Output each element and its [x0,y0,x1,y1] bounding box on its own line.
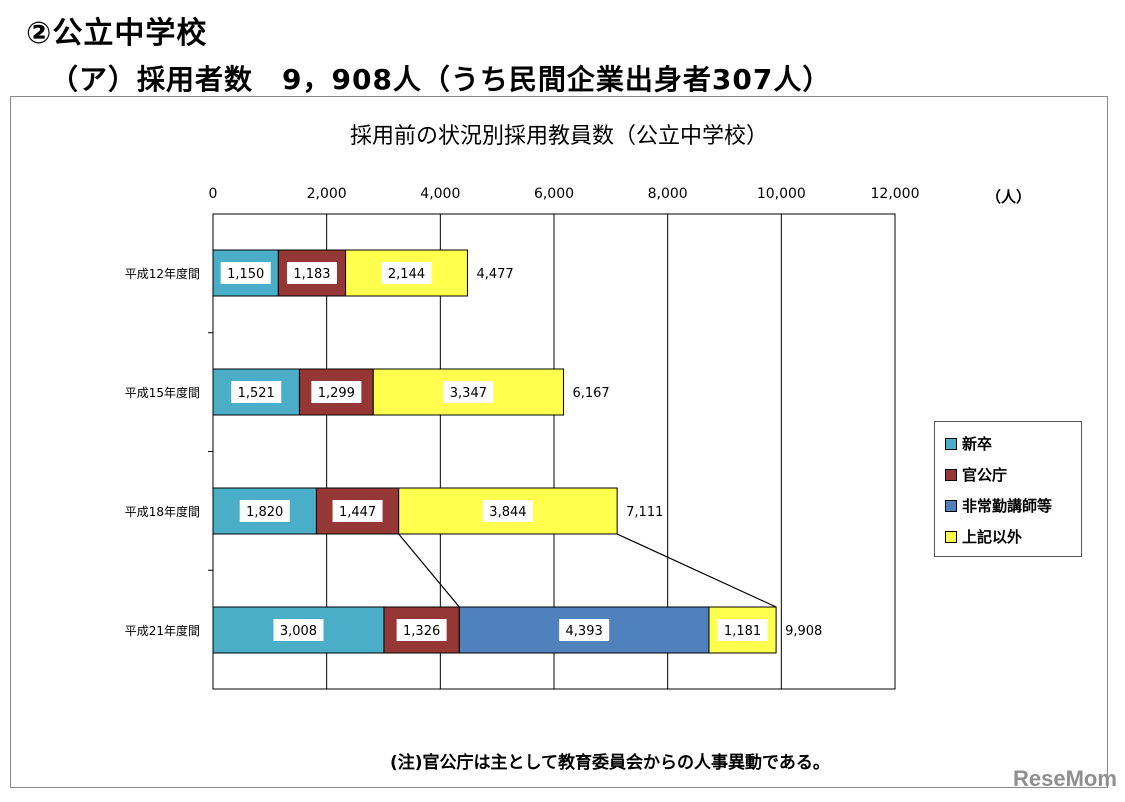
axis-unit-label: （人） [986,188,1032,206]
data-label-box [482,500,533,522]
data-label-box [559,619,610,641]
data-label: 1,447 [339,505,376,520]
data-label-box [286,262,337,284]
x-axis-ticks: 0 2,000 4,000 6,000 8,000 10,000 12,000 [209,186,920,202]
x-tick-label: 4,000 [420,186,460,202]
legend-label: 上記以外 [962,528,1023,546]
legend-label: 官公庁 [962,466,1008,484]
data-label-box [273,619,324,641]
legend-item: 非常勤講師等 [935,490,1081,521]
data-label: 1,326 [403,624,440,639]
section-title: ②公立中学校 [26,16,208,51]
chart-title: 採用前の状況別採用教員数（公立中学校） [349,124,768,149]
data-label: 3,844 [489,505,526,520]
data-label-box [332,500,383,522]
data-label: 1,521 [238,386,275,401]
data-label: 1,299 [318,386,355,401]
data-label: 1,181 [724,624,761,639]
data-label-box [311,381,362,403]
legend-swatch [945,499,957,512]
x-tick-label: 0 [209,186,218,202]
data-label: 3,008 [280,624,317,639]
data-label: 4,393 [566,624,603,639]
data-label-box [443,381,494,403]
footnote: (注)官公庁は主として教育委員会からの人事異動である。 [390,753,830,773]
series-connector-line [616,533,777,608]
connector-lines [398,533,777,608]
watermark-logo: ReseMom [1013,766,1117,791]
legend-item: 官公庁 [935,459,1081,490]
data-label: 1,820 [246,505,283,520]
data-labels: 1,150 1,183 2,144 4,477 1,521 1,299 3,347 6,167… [220,262,822,641]
data-label: 1,150 [227,267,264,282]
data-label-box [381,262,432,284]
category-label: 平成12年度間 [125,266,200,281]
data-label: 1,183 [293,267,330,282]
legend: 新卒 官公庁 非常勤講師等 上記以外 [934,421,1082,557]
data-label-box [239,500,290,522]
data-label: 2,144 [388,267,425,282]
category-label: 平成15年度間 [125,385,200,400]
data-label-box [717,619,768,641]
legend-label: 新卒 [962,435,993,453]
x-tick-label: 12,000 [871,186,920,202]
total-label: 7,111 [626,505,663,520]
x-tick-label: 8,000 [648,186,688,202]
legend-swatch [945,468,957,481]
total-label: 4,477 [476,267,513,282]
legend-item: 新卒 [935,428,1081,459]
page-subtitle: （ア）採用者数 9，908人（うち民間企業出身者307人） [50,63,832,96]
legend-swatch [945,530,957,543]
data-label-box [396,619,447,641]
data-label-box [220,262,271,284]
category-label: 平成21年度間 [125,623,200,638]
data-label: 3,347 [450,386,487,401]
legend-item: 上記以外 [935,521,1081,552]
x-tick-label: 6,000 [534,186,574,202]
x-tick-label: 10,000 [757,186,806,202]
category-label: 平成18年度間 [125,504,200,519]
chart-frame [10,96,1108,788]
legend-label: 非常勤講師等 [962,497,1053,515]
series-connector-line [398,533,460,608]
data-label-box [231,381,282,403]
legend-swatch [945,437,957,450]
total-label: 9,908 [785,624,822,639]
total-label: 6,167 [572,386,609,401]
x-tick-label: 2,000 [307,186,347,202]
